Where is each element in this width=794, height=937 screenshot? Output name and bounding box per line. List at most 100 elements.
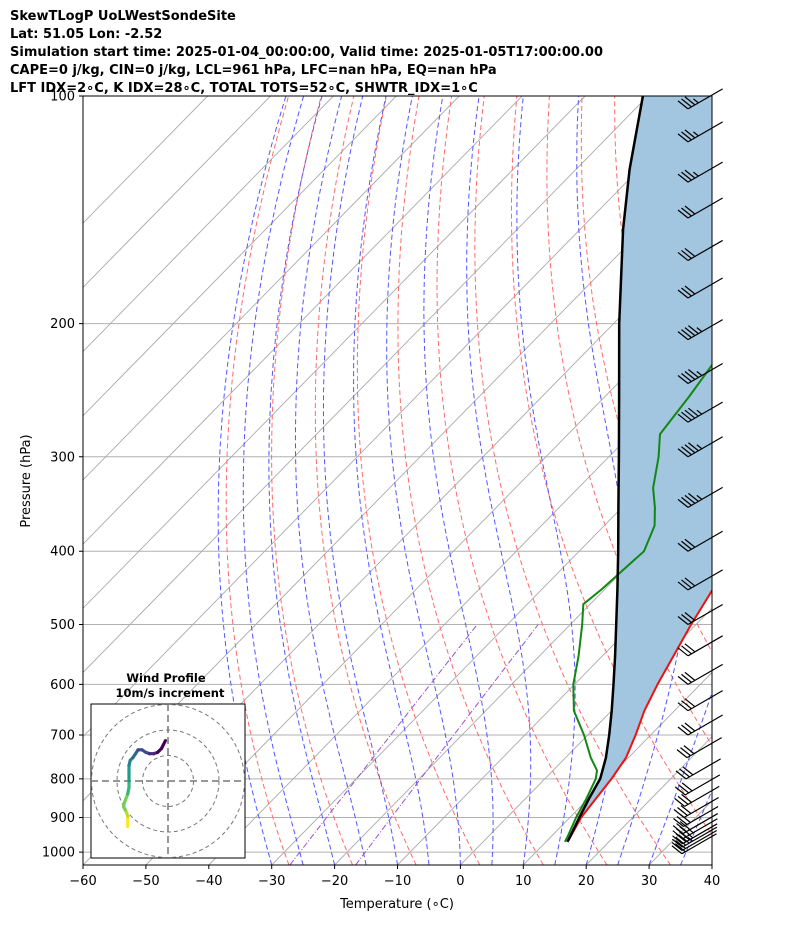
wind-barb (671, 833, 717, 855)
moist-adiabat (322, 96, 398, 865)
moist-adiabat (423, 96, 494, 865)
moist-adiabat (617, 96, 695, 865)
temperature-line (566, 588, 712, 843)
y-tick-label: 900 (50, 811, 75, 826)
mixing-ratio-line (355, 624, 539, 865)
isotherm-gridline (397, 543, 712, 865)
wind-barb (677, 663, 723, 685)
hodograph-segment (122, 792, 130, 807)
indices-text: LFT IDX=2∘C, K IDX=28∘C, TOTAL TOTS=52∘C… (10, 81, 478, 96)
isotherm-gridline (83, 96, 397, 417)
moist-adiabat (386, 96, 461, 865)
wind-barb (675, 758, 721, 780)
wind-barb (677, 319, 723, 341)
dry-adiabat (397, 96, 544, 865)
wind-barb (677, 121, 723, 143)
dry-adiabat (510, 96, 712, 836)
wind-barb (677, 436, 723, 458)
wind-barb (677, 88, 723, 110)
convective-params-text: CAPE=0 j/kg, CIN=0 j/kg, LCL=961 hPa, LF… (10, 63, 497, 78)
wind-barb (671, 829, 718, 851)
moist-adiabat (466, 96, 532, 865)
dry-adiabat (745, 96, 794, 865)
hodograph-title: Wind Profile (126, 671, 206, 685)
wind-barb (671, 826, 718, 848)
y-tick-label: 300 (50, 450, 75, 465)
moist-adiabat (242, 96, 305, 865)
wind-barb (676, 737, 722, 759)
x-tick-label: −50 (132, 874, 159, 889)
y-tick-label: 700 (50, 728, 75, 743)
wind-barb (673, 797, 719, 819)
isotherm-gridline (83, 96, 586, 609)
x-tick-label: −30 (258, 874, 285, 889)
y-tick-label: 400 (50, 545, 75, 560)
wind-barb (677, 401, 723, 423)
dry-adiabat (314, 96, 417, 865)
dewpoint-line (564, 363, 712, 843)
x-tick-label: 40 (704, 874, 721, 889)
dry-adiabat (778, 96, 794, 865)
dry-adiabat (711, 96, 712, 98)
wind-barb (677, 486, 723, 508)
isotherm-gridline (83, 96, 523, 545)
wind-barb (677, 569, 723, 591)
chart-header: SkewTLogP UoLWestSondeSite Lat: 51.05 Lo… (10, 8, 603, 98)
parcel-line (566, 96, 645, 843)
wind-barb (677, 161, 723, 183)
y-tick-label: 100 (50, 90, 75, 105)
isotherm-gridline (775, 96, 794, 865)
isotherm-gridline (460, 607, 712, 865)
x-tick-label: −40 (195, 874, 222, 889)
moist-adiabat (680, 789, 712, 865)
wind-barb (674, 774, 721, 796)
x-tick-label: 10 (515, 874, 532, 889)
x-tick-label: −20 (321, 874, 348, 889)
y-tick-label: 500 (50, 618, 75, 633)
isotherm-gridline (83, 96, 649, 674)
isotherm-gridline (145, 286, 712, 865)
isotherm-gridline (83, 96, 712, 738)
x-tick-label: 30 (641, 874, 658, 889)
y-tick-label: 200 (50, 317, 75, 332)
moist-adiabat (294, 96, 367, 865)
isotherm-gridline (83, 96, 460, 481)
parcel-area-shading (567, 96, 712, 842)
y-axis-label: Pressure (hPa) (19, 434, 34, 527)
chart-title: SkewTLogP UoLWestSondeSite (10, 9, 236, 24)
location-text: Lat: 51.05 Lon: -2.52 (10, 27, 163, 42)
moist-adiabat (711, 863, 712, 865)
wind-barb (677, 197, 723, 219)
moist-adiabat (353, 96, 430, 865)
wind-barb (674, 785, 720, 807)
wind-barb (677, 714, 723, 736)
hodograph-segment (159, 739, 167, 751)
isotherm-gridline (711, 864, 712, 865)
hodograph-subtitle: 10m/s increment (116, 686, 225, 700)
dry-adiabat (225, 96, 290, 865)
time-text: Simulation start time: 2025-01-04_00:00:… (10, 45, 603, 60)
x-tick-label: −10 (384, 874, 411, 889)
y-tick-label: 1000 (42, 846, 75, 861)
y-tick-label: 800 (50, 772, 75, 787)
wind-barb (677, 239, 723, 261)
x-axis-label: Temperature (∘C) (339, 897, 454, 912)
wind-barb (677, 603, 723, 626)
wind-barb (677, 530, 723, 552)
moist-adiabat (217, 96, 287, 865)
wind-barb (677, 690, 723, 712)
mixing-ratio-line (289, 624, 478, 865)
moist-adiabat (648, 690, 712, 865)
y-tick-label: 600 (50, 678, 75, 693)
x-tick-label: 20 (578, 874, 595, 889)
isotherm-gridline (83, 96, 271, 288)
wind-barb (677, 362, 723, 385)
wind-barb (677, 635, 723, 657)
x-tick-label: −60 (69, 874, 96, 889)
isotherm-gridline (522, 671, 712, 865)
moist-adiabat (516, 96, 576, 865)
x-tick-label: 0 (456, 874, 464, 889)
moist-adiabat (268, 96, 336, 865)
dry-adiabat (356, 96, 481, 865)
